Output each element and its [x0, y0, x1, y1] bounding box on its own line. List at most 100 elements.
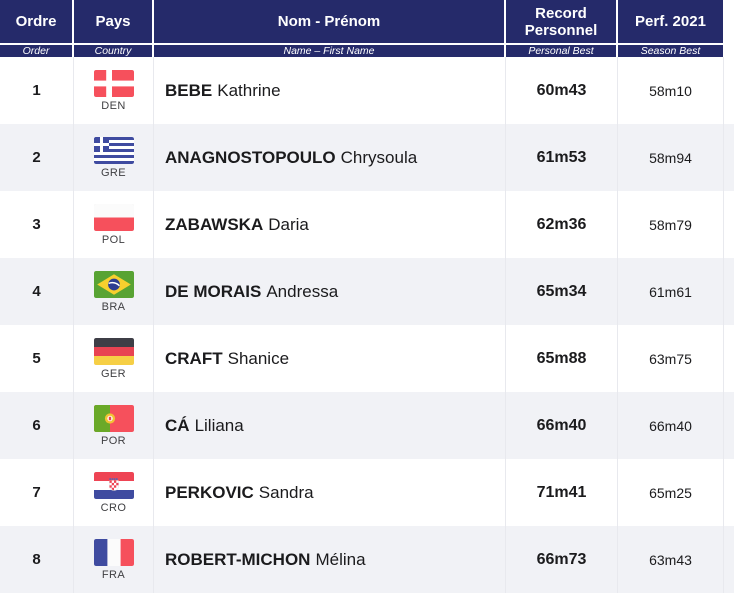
greece-flag-icon [93, 136, 134, 164]
brazil-flag-icon [93, 270, 134, 298]
athlete-first-name: Shanice [227, 348, 290, 368]
header-nom-prenom: Nom - Prénom [154, 0, 504, 43]
country-cell: GER [73, 325, 153, 392]
subheader-personal-best: Personal Best [506, 45, 616, 57]
season-best-value: 58m94 [617, 124, 723, 191]
country-code: CRO [100, 501, 127, 514]
athlete-name: BEBE Kathrine [153, 57, 505, 124]
season-best-value: 66m40 [617, 392, 723, 459]
row-spacer [723, 325, 734, 392]
personal-best-value: 66m40 [505, 392, 617, 459]
portugal-flag-icon [93, 404, 134, 432]
athlete-name: ROBERT-MICHON Mélina [153, 526, 505, 593]
table-row: 1 DEN BEBE Kathrine 60m43 58m10 [0, 57, 734, 124]
order-number: 2 [32, 149, 41, 166]
season-best-value: 63m75 [617, 325, 723, 392]
table-row: 5 GER CRAFT Shanice 65m88 63m75 [0, 325, 734, 392]
athlete-first-name: Andressa [266, 281, 339, 301]
country-code: FRA [101, 568, 126, 581]
athlete-first-name: Chrysoula [340, 147, 418, 167]
season-best-value: 58m79 [617, 191, 723, 258]
table-header: Ordre Pays Nom - Prénom Record Personnel… [0, 0, 734, 57]
denmark-flag-icon [93, 69, 134, 97]
header-main-row: Ordre Pays Nom - Prénom Record Personnel… [0, 0, 734, 43]
season-best-value: 61m61 [617, 258, 723, 325]
row-spacer [723, 124, 734, 191]
table-row: 4 BRA DE MORAIS Andressa 65m34 61m61 [0, 258, 734, 325]
subheader-season-best: Season Best [618, 45, 723, 57]
subheader-order: Order [0, 45, 72, 57]
athlete-name: PERKOVIC Sandra [153, 459, 505, 526]
header-ordre: Ordre [0, 0, 72, 43]
germany-flag-icon [93, 337, 134, 365]
poland-flag-icon [93, 203, 134, 231]
country-code: BRA [101, 300, 126, 313]
order-number: 7 [32, 484, 41, 501]
order-number: 6 [32, 417, 41, 434]
country-cell: BRA [73, 258, 153, 325]
athlete-name: ANAGNOSTOPOULO Chrysoula [153, 124, 505, 191]
season-best-value: 58m10 [617, 57, 723, 124]
athlete-last-name: ANAGNOSTOPOULO [165, 147, 336, 167]
table-row: 7 CRO PERKOVIC Sandra 71m41 65m25 [0, 459, 734, 526]
athlete-last-name: PERKOVIC [165, 482, 254, 502]
athlete-first-name: Mélina [315, 549, 366, 569]
table-row: 8 FRA ROBERT-MICHON Mélina 66m73 63m43 [0, 526, 734, 593]
country-cell: DEN [73, 57, 153, 124]
athlete-name: DE MORAIS Andressa [153, 258, 505, 325]
header-perf-2021: Perf. 2021 [618, 0, 723, 43]
subheader-country: Country [74, 45, 152, 57]
personal-best-value: 60m43 [505, 57, 617, 124]
country-cell: CRO [73, 459, 153, 526]
country-code: GRE [100, 166, 127, 179]
athlete-last-name: CRAFT [165, 348, 223, 368]
athlete-last-name: DE MORAIS [165, 281, 262, 301]
france-flag-icon [93, 538, 134, 566]
athlete-last-name: ZABAWSKA [165, 214, 264, 234]
season-best-value: 63m43 [617, 526, 723, 593]
country-code: POL [101, 233, 126, 246]
country-code: DEN [101, 99, 126, 112]
athlete-first-name: Kathrine [217, 80, 281, 100]
athlete-first-name: Liliana [194, 415, 244, 435]
croatia-flag-icon [93, 471, 134, 499]
country-cell: POR [73, 392, 153, 459]
row-spacer [723, 526, 734, 593]
country-code: GER [100, 367, 127, 380]
athlete-first-name: Daria [268, 214, 309, 234]
row-spacer [723, 459, 734, 526]
personal-best-value: 65m34 [505, 258, 617, 325]
table-row: 6 POR CÁ Liliana 66m40 66m40 [0, 392, 734, 459]
country-code: POR [100, 434, 127, 447]
order-number: 8 [32, 551, 41, 568]
order-number: 4 [32, 283, 41, 300]
table-body: 1 DEN BEBE Kathrine 60m43 58m10 2 GRE AN… [0, 57, 734, 593]
personal-best-value: 61m53 [505, 124, 617, 191]
table-row: 3 POL ZABAWSKA Daria 62m36 58m79 [0, 191, 734, 258]
header-record-personnel: Record Personnel [506, 0, 616, 43]
personal-best-value: 65m88 [505, 325, 617, 392]
personal-best-value: 71m41 [505, 459, 617, 526]
athlete-last-name: ROBERT-MICHON [165, 549, 311, 569]
athlete-name: CÁ Liliana [153, 392, 505, 459]
row-spacer [723, 191, 734, 258]
order-number: 3 [32, 216, 41, 233]
personal-best-value: 62m36 [505, 191, 617, 258]
order-number: 1 [32, 82, 41, 99]
athlete-last-name: BEBE [165, 80, 213, 100]
table-row: 2 GRE ANAGNOSTOPOULO Chrysoula 61m53 58m… [0, 124, 734, 191]
athlete-name: CRAFT Shanice [153, 325, 505, 392]
header-pays: Pays [74, 0, 152, 43]
personal-best-value: 66m73 [505, 526, 617, 593]
order-number: 5 [32, 350, 41, 367]
header-sub-row: Order Country Name – First Name Personal… [0, 45, 734, 57]
athlete-name: ZABAWSKA Daria [153, 191, 505, 258]
subheader-name-first-name: Name – First Name [154, 45, 504, 57]
country-cell: FRA [73, 526, 153, 593]
country-cell: GRE [73, 124, 153, 191]
country-cell: POL [73, 191, 153, 258]
athlete-first-name: Sandra [258, 482, 314, 502]
athlete-last-name: CÁ [165, 415, 190, 435]
row-spacer [723, 258, 734, 325]
